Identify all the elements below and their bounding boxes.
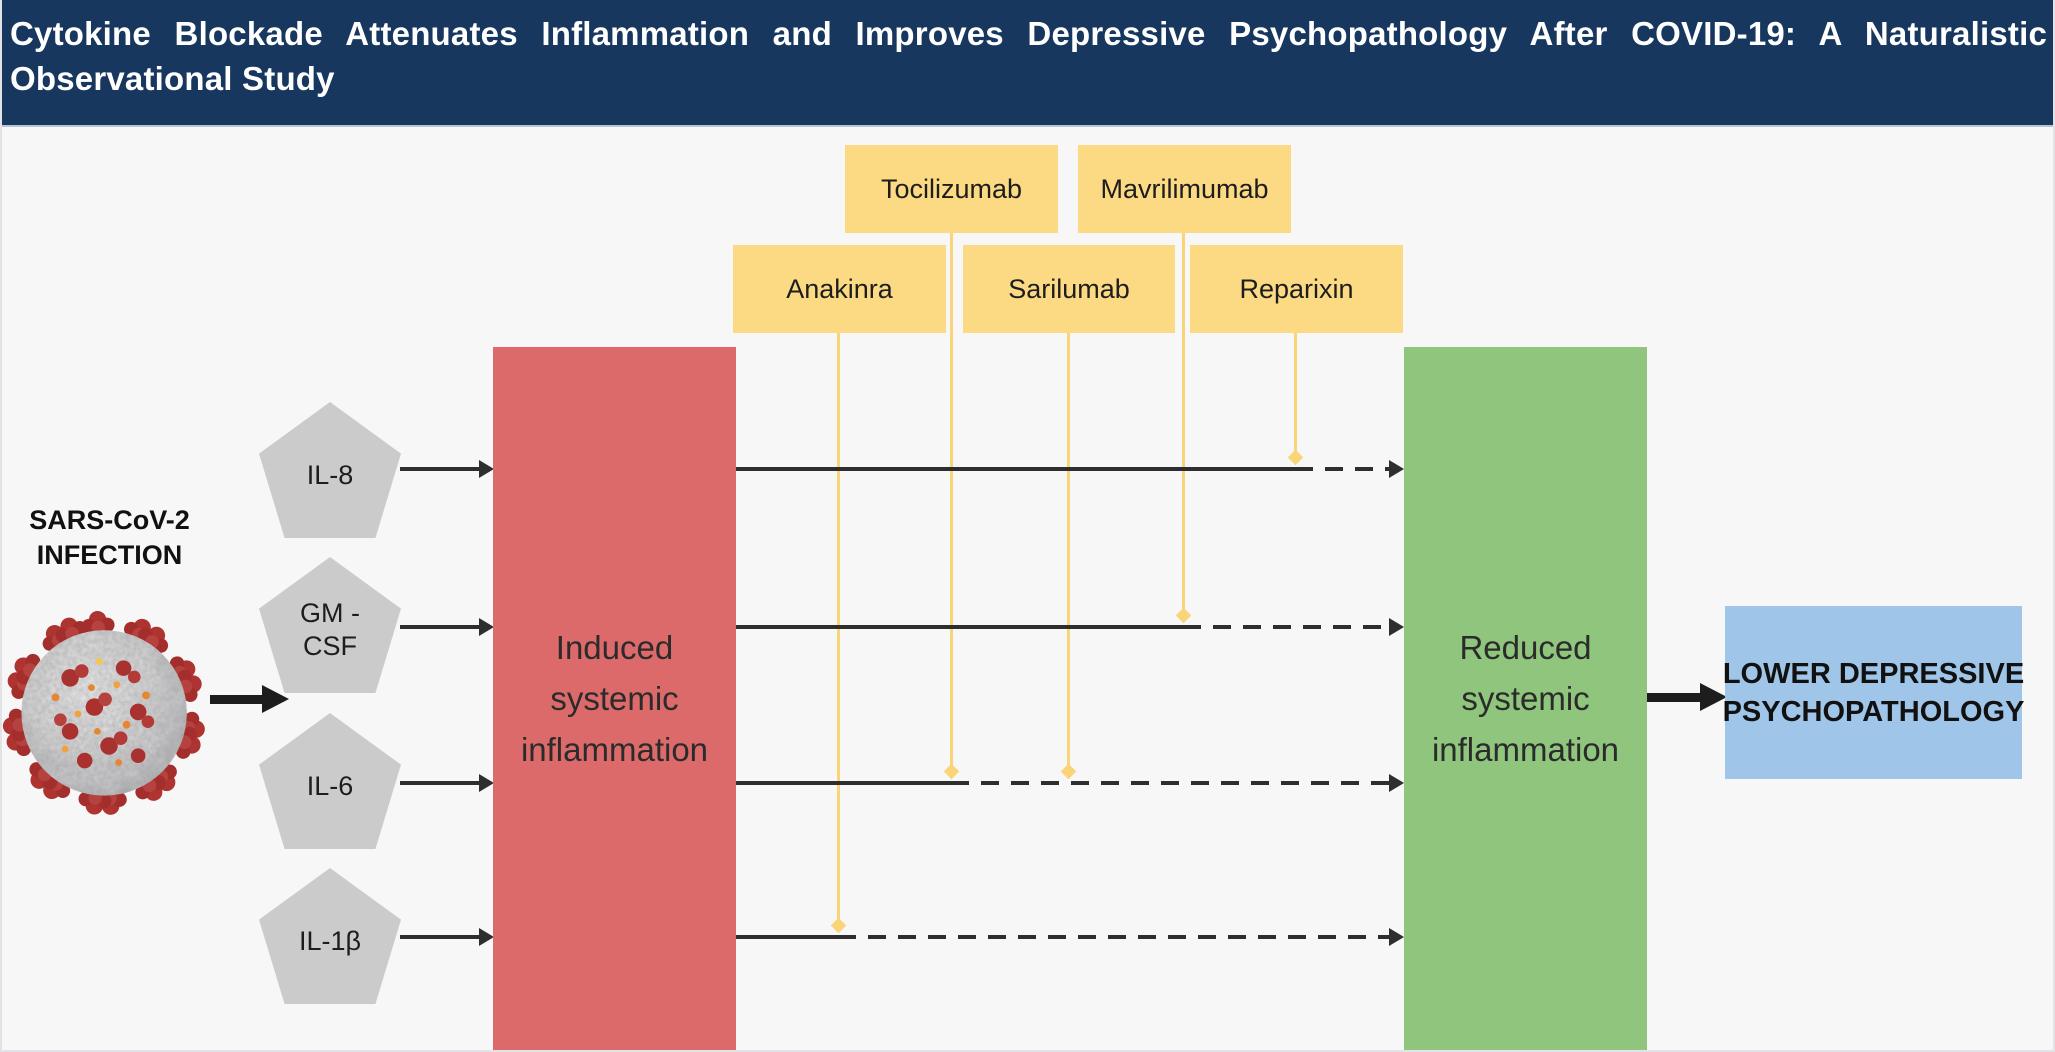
il8-pathway-solid [736, 467, 1295, 471]
drug-box-tocilizumab: Tocilizumab [845, 145, 1058, 233]
infection-arrow-shaft [210, 695, 262, 704]
coronavirus-illustration [2, 609, 208, 817]
gmcsf-pathway-arrow-head [1389, 618, 1404, 636]
cytokine-pentagon-gmcsf: GM - CSF [259, 557, 401, 693]
gmcsf-pathway-dashed [1183, 625, 1390, 629]
gmcsf-arrow-shaft [400, 625, 480, 629]
il1b-pathway-dashed [838, 935, 1390, 939]
il1b-arrow-shaft [400, 935, 480, 939]
cytokine-pentagon-il1b: IL-1β [259, 868, 401, 1004]
cytokine-label-il1b: IL-1β [298, 925, 362, 956]
figure-title-line2: Observational Study [10, 60, 335, 97]
outcome-arrow-shaft [1647, 693, 1700, 702]
il8-pathway-dashed [1295, 467, 1390, 471]
il6-arrow-shaft [400, 781, 480, 785]
anakinra-connector-tip [830, 917, 847, 934]
mavrilimumab-connector-line [1182, 233, 1185, 612]
reduced-inflammation-box: Reduced systemic inflammation [1404, 347, 1647, 1050]
cytokine-label-gmcsf: GM - CSF [300, 598, 360, 661]
outcome-box: LOWER DEPRESSIVE PSYCHOPATHOLOGY [1723, 606, 2024, 779]
il8-pathway-arrow-head [1389, 460, 1404, 478]
tocilizumab-connector-line [950, 233, 953, 768]
il6-pathway-solid [736, 781, 951, 785]
gmcsf-pathway-solid [736, 625, 1183, 629]
gmcsf-arrow-head [479, 618, 494, 636]
title-banner: Cytokine Blockade Attenuates Inflammatio… [2, 0, 2053, 125]
il6-pathway-arrow-head [1389, 774, 1404, 792]
sars-cov-2-infection-label: SARS-CoV-2 INFECTION [29, 505, 190, 570]
il6-pathway-dashed [951, 781, 1390, 785]
cytokine-pentagon-il6: IL-6 [259, 713, 401, 849]
tocilizumab-connector-tip [943, 763, 960, 780]
virus-surface-proteins [51, 657, 155, 769]
drug-box-sarilumab: Sarilumab [963, 245, 1175, 333]
sarilumab-connector-tip [1060, 763, 1077, 780]
il1b-pathway-arrow-head [1389, 928, 1404, 946]
reparixin-connector-line [1294, 333, 1297, 454]
drug-box-reparixin: Reparixin [1190, 245, 1403, 333]
induced-inflammation-box: Induced systemic inflammation [493, 347, 736, 1050]
figure-title-line1: Cytokine Blockade Attenuates Inflammatio… [10, 15, 2047, 52]
il8-arrow-head [479, 460, 494, 478]
mavrilimumab-connector-tip [1175, 607, 1192, 624]
cytokine-pentagon-il8: IL-8 [259, 402, 401, 538]
il6-arrow-head [479, 774, 494, 792]
drug-box-mavrilimumab: Mavrilimumab [1078, 145, 1291, 233]
cytokine-label-il6: IL-6 [306, 770, 354, 801]
drug-box-anakinra: Anakinra [733, 245, 946, 333]
cytokine-label-il8: IL-8 [306, 459, 354, 490]
il1b-pathway-solid [736, 935, 838, 939]
outcome-arrow-head [1700, 683, 1727, 711]
il1b-arrow-head [479, 928, 494, 946]
il8-arrow-shaft [400, 467, 480, 471]
reparixin-connector-tip [1287, 449, 1304, 466]
sarilumab-connector-line [1067, 333, 1070, 768]
